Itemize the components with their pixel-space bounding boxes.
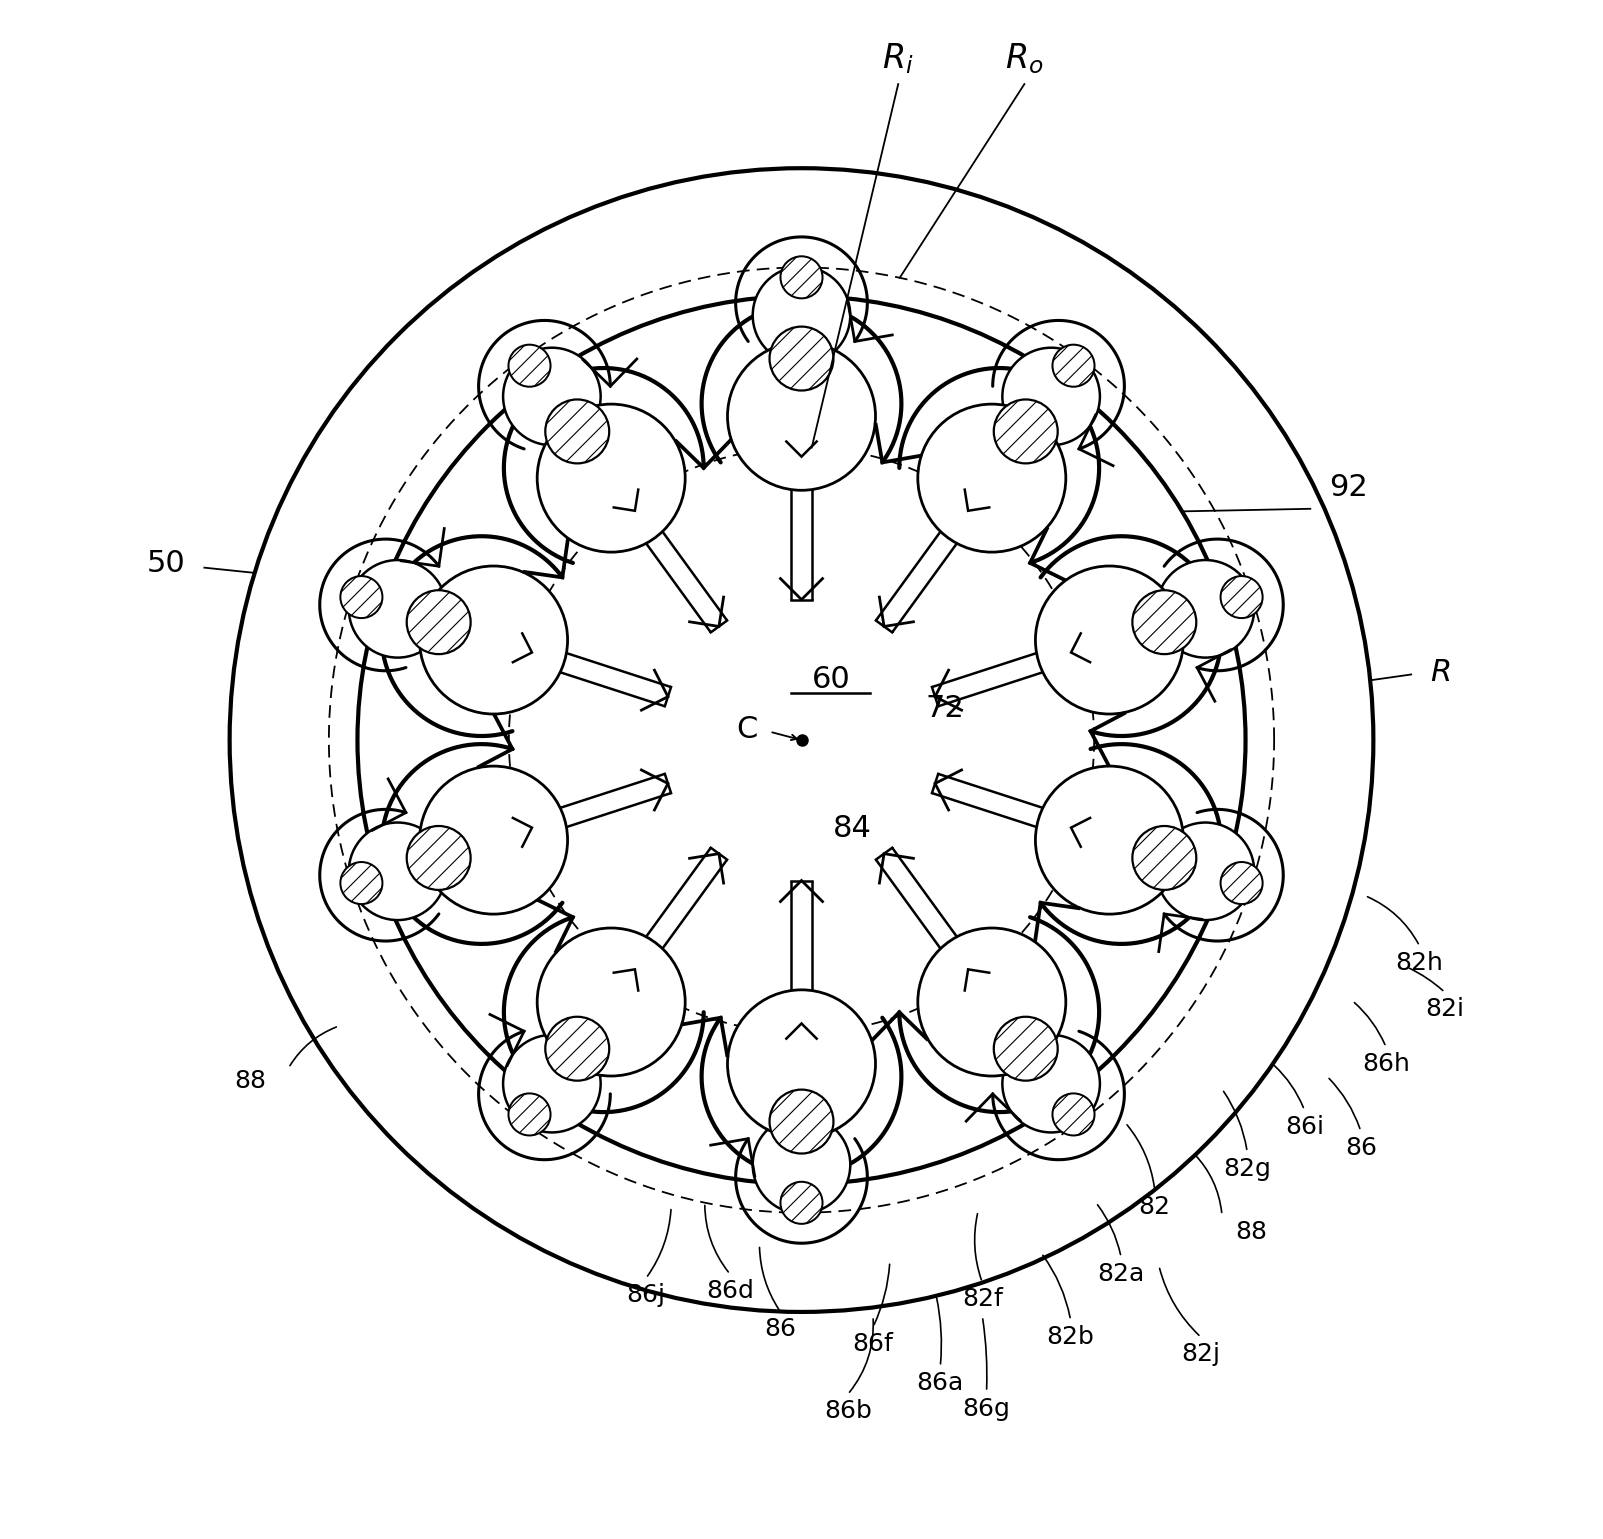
Text: 82f: 82f xyxy=(962,1287,1003,1311)
Circle shape xyxy=(407,826,471,890)
Circle shape xyxy=(503,1034,601,1133)
Circle shape xyxy=(1220,576,1263,619)
Text: 82b: 82b xyxy=(1047,1325,1095,1350)
Text: 82j: 82j xyxy=(1181,1342,1220,1367)
Circle shape xyxy=(919,928,1066,1076)
Circle shape xyxy=(753,1116,850,1214)
Circle shape xyxy=(420,766,567,914)
Circle shape xyxy=(1002,348,1100,445)
Text: 86h: 86h xyxy=(1363,1051,1411,1076)
Circle shape xyxy=(349,822,446,920)
Text: 86j: 86j xyxy=(627,1284,665,1307)
Circle shape xyxy=(407,591,471,654)
Circle shape xyxy=(1053,1093,1095,1136)
Circle shape xyxy=(994,400,1058,463)
Circle shape xyxy=(769,326,834,391)
Circle shape xyxy=(728,990,875,1137)
Circle shape xyxy=(919,405,1066,553)
Text: 82i: 82i xyxy=(1425,997,1465,1022)
Text: 86g: 86g xyxy=(962,1397,1010,1420)
Circle shape xyxy=(1053,345,1095,386)
Text: 82: 82 xyxy=(1138,1194,1170,1219)
Text: 86i: 86i xyxy=(1286,1114,1324,1139)
Circle shape xyxy=(994,1017,1058,1080)
Text: 88: 88 xyxy=(234,1068,266,1093)
Circle shape xyxy=(545,400,609,463)
Text: $R_i$: $R_i$ xyxy=(882,42,914,77)
Circle shape xyxy=(1132,826,1196,890)
Circle shape xyxy=(508,345,550,386)
Text: 82a: 82a xyxy=(1098,1262,1145,1287)
Circle shape xyxy=(503,348,601,445)
Text: 86a: 86a xyxy=(917,1371,963,1396)
Circle shape xyxy=(1002,1034,1100,1133)
Text: 82h: 82h xyxy=(1396,951,1444,974)
Circle shape xyxy=(420,566,567,714)
Text: 92: 92 xyxy=(1329,474,1367,502)
Circle shape xyxy=(1036,766,1183,914)
Circle shape xyxy=(769,1090,834,1154)
Text: 82g: 82g xyxy=(1223,1157,1271,1180)
Circle shape xyxy=(1220,862,1263,903)
Text: $R_o$: $R_o$ xyxy=(1005,42,1044,77)
Circle shape xyxy=(1132,591,1196,654)
Circle shape xyxy=(508,1093,550,1136)
Text: C: C xyxy=(736,716,758,745)
Text: 84: 84 xyxy=(832,814,872,843)
Circle shape xyxy=(1036,566,1183,714)
Text: 86: 86 xyxy=(765,1317,797,1340)
Text: 88: 88 xyxy=(1236,1220,1268,1244)
Text: 72: 72 xyxy=(925,694,963,723)
Text: 50: 50 xyxy=(147,549,186,579)
Circle shape xyxy=(781,257,822,299)
Circle shape xyxy=(1157,560,1254,657)
Circle shape xyxy=(537,928,684,1076)
Circle shape xyxy=(340,862,383,903)
Text: 86f: 86f xyxy=(853,1331,893,1356)
Circle shape xyxy=(781,1182,822,1224)
Circle shape xyxy=(537,405,684,553)
Circle shape xyxy=(545,1017,609,1080)
Text: 86: 86 xyxy=(1345,1136,1377,1160)
Text: $R$: $R$ xyxy=(1430,659,1451,688)
Circle shape xyxy=(349,560,446,657)
Circle shape xyxy=(1157,822,1254,920)
Text: 60: 60 xyxy=(811,665,850,694)
Circle shape xyxy=(340,576,383,619)
Text: 86d: 86d xyxy=(705,1279,753,1304)
Circle shape xyxy=(728,342,875,491)
Text: 86b: 86b xyxy=(824,1399,872,1424)
Circle shape xyxy=(753,266,850,365)
